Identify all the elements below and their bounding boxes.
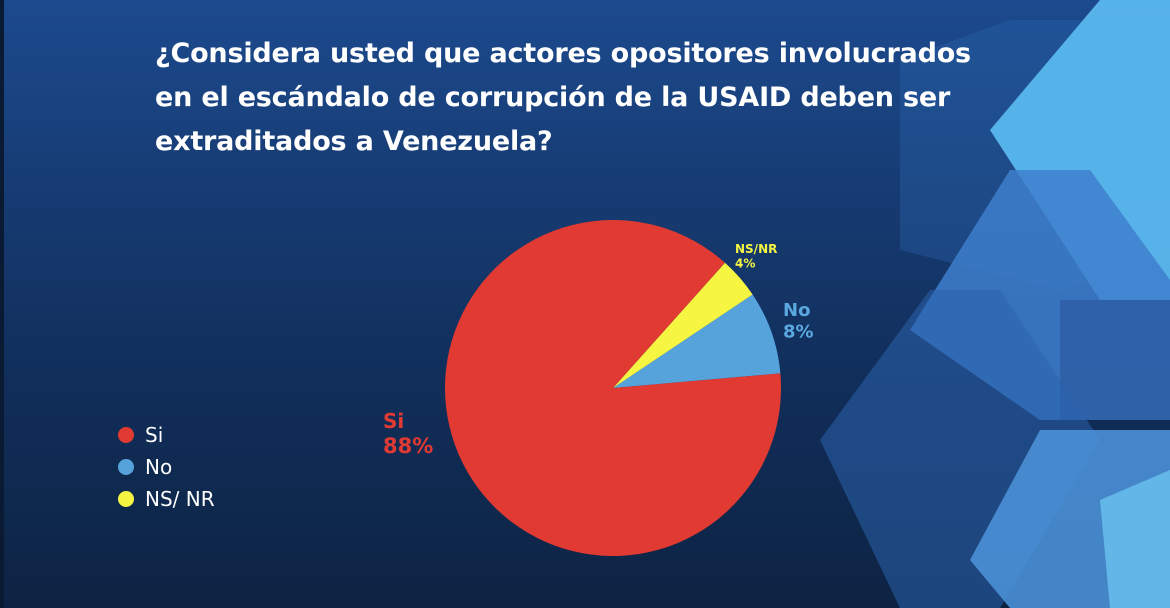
pie-slice-nsnr [613,262,753,388]
deco-hexagon [1100,470,1170,608]
legend-swatch-nsnr [118,491,134,507]
slice-value-si: 88% [383,434,433,458]
chart-legend: Si No NS/ NR [118,419,215,515]
slice-label-si: Si [383,409,404,433]
legend-item-si: Si [118,419,215,451]
slice-value-no: 8% [783,322,814,343]
pie-slice-si [444,219,781,556]
slice-value-nsnr: 4% [735,256,755,270]
legend-label-nsnr: NS/ NR [145,487,215,511]
pie-slice-no [613,294,781,388]
legend-label-no: No [145,455,173,479]
legend-label-si: Si [145,423,164,447]
legend-swatch-no [118,459,134,475]
legend-item-no: No [118,451,215,483]
deco-hexagon [1060,300,1170,420]
slice-label-nsnr: NS/NR [735,242,777,256]
legend-item-nsnr: NS/ NR [118,483,215,515]
slice-label-no: No [783,300,810,321]
chart-title: ¿Considera usted que actores opositores … [155,38,971,157]
legend-swatch-si [118,427,134,443]
